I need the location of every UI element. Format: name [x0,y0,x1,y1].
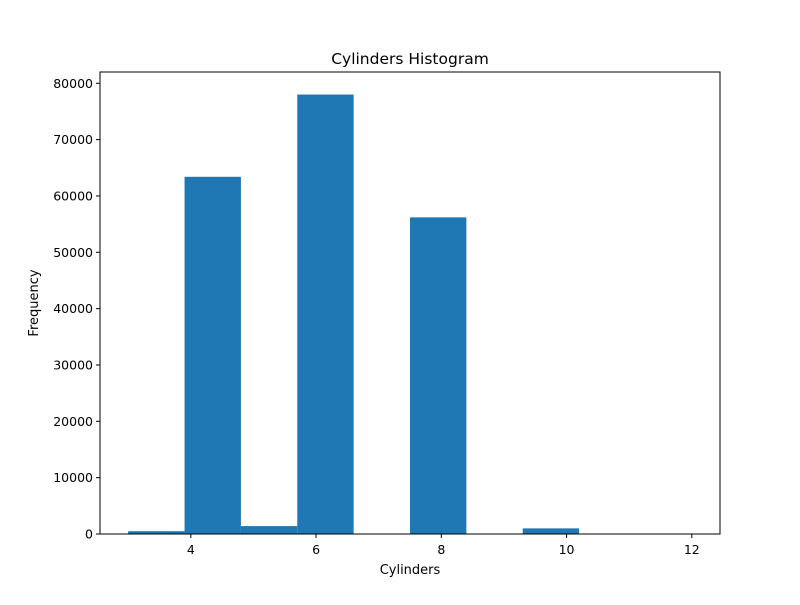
histogram-bar [297,95,353,534]
x-tick-label: 6 [312,542,320,557]
y-tick-label: 20000 [53,414,93,429]
y-tick-label: 50000 [53,245,93,260]
x-tick-label: 8 [437,542,445,557]
histogram-bar [410,217,466,534]
x-tick-label: 4 [187,542,195,557]
x-tick-label: 12 [684,542,700,557]
histogram-bar [523,528,579,534]
y-tick-label: 80000 [53,76,93,91]
x-tick-label: 10 [559,542,575,557]
y-axis-ticks: 0 10000 20000 30000 40000 50000 60000 70000 8000… [53,76,100,542]
y-axis-label: Frequency [27,269,42,336]
y-tick-label: 10000 [53,470,93,485]
y-tick-label: 40000 [53,301,93,316]
y-tick-label: 60000 [53,188,93,203]
x-axis-label: Cylinders [380,563,441,578]
chart-title: Cylinders Histogram [331,50,489,68]
y-tick-label: 30000 [53,357,93,372]
y-tick-label: 70000 [53,132,93,147]
histogram-bar [185,177,241,534]
histogram-bar [241,526,297,534]
y-tick-label: 0 [85,527,93,542]
